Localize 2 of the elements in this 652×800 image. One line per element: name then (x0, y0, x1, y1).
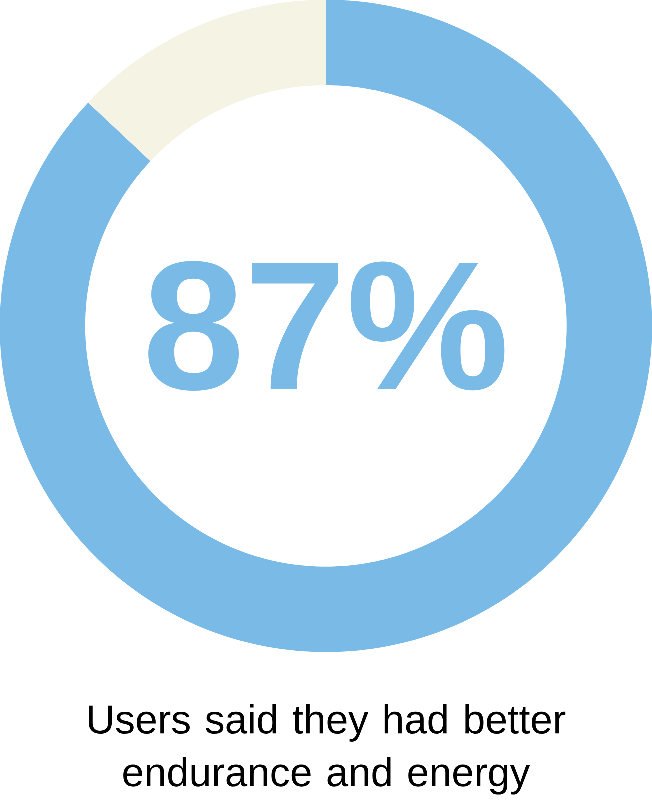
data-label: 87% (148, 261, 505, 392)
text: Users said they had better endurance and energy (88, 704, 566, 795)
